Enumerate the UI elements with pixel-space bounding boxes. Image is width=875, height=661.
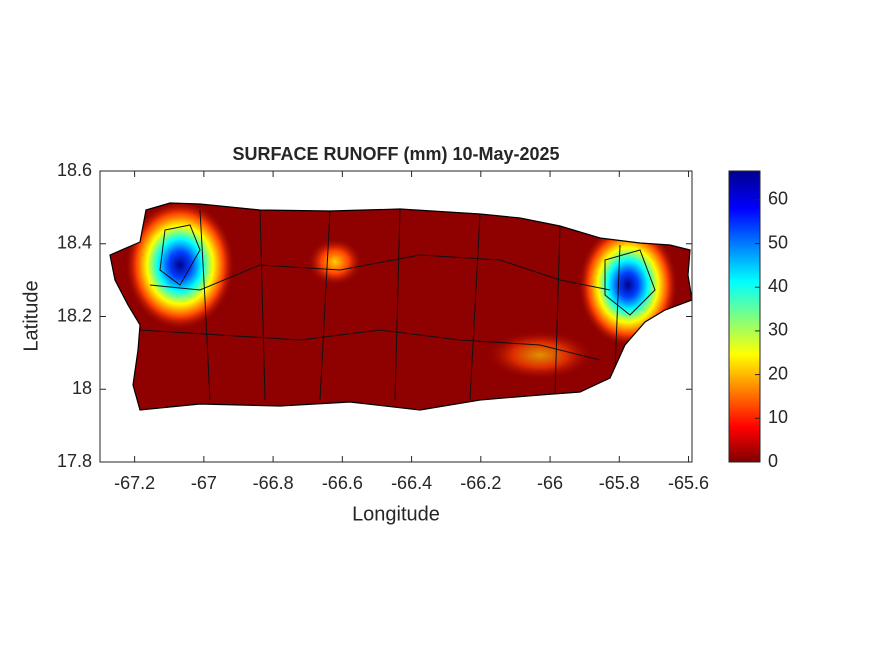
colorbar-tick-label: 60 [768, 189, 788, 209]
x-tick-label: -65.6 [668, 473, 709, 493]
x-tick-label: -67 [191, 473, 217, 493]
y-tick-label: 17.8 [57, 451, 92, 471]
colorbar-tick-label: 0 [768, 451, 778, 471]
colorbar [728, 170, 761, 463]
x-tick-label: -66.4 [391, 473, 432, 493]
colorbar-tick-label: 10 [768, 407, 788, 427]
x-tick-label: -67.2 [114, 473, 155, 493]
x-tick-label: -66.2 [460, 473, 501, 493]
x-tick-label: -66 [537, 473, 563, 493]
colorbar-tick-label: 40 [768, 276, 788, 296]
y-tick-label: 18 [72, 378, 92, 398]
colorbar-tick-label: 30 [768, 320, 788, 340]
municipal-borders [139, 208, 656, 401]
y-axis-label: Latitude [20, 280, 42, 351]
island [110, 203, 692, 410]
y-tick-label: 18.2 [57, 305, 92, 325]
y-tick-label: 18.6 [57, 160, 92, 180]
colorbar-tick-label: 50 [768, 232, 788, 252]
x-tick-label: -65.8 [599, 473, 640, 493]
colorbar-tick-label: 20 [768, 363, 788, 383]
x-axis-label: Longitude [352, 503, 440, 525]
y-tick-label: 18.4 [57, 233, 92, 253]
x-tick-label: -66.6 [322, 473, 363, 493]
x-tick-label: -66.8 [253, 473, 294, 493]
chart-title: SURFACE RUNOFF (mm) 10-May-2025 [232, 144, 559, 164]
